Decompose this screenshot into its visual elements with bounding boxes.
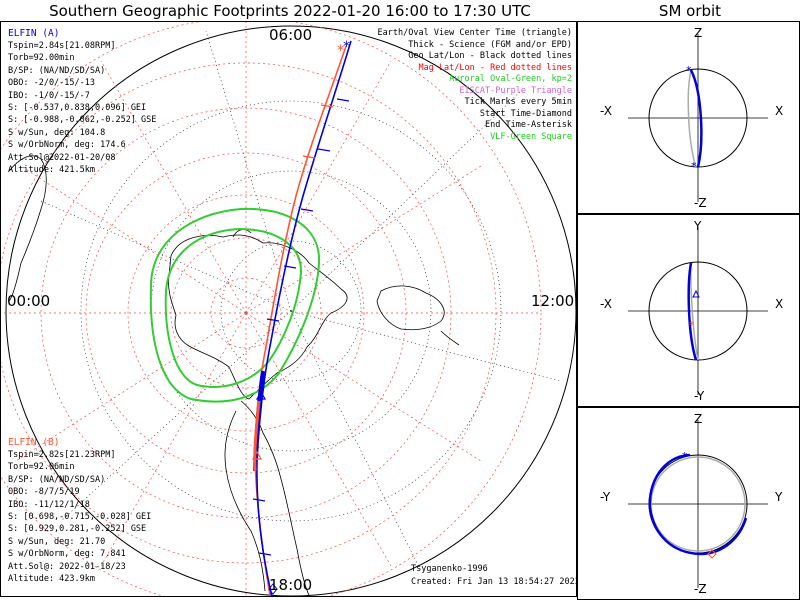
earth-disk [5, 25, 576, 596]
elfin-a-name: ELFIN (A) [8, 28, 60, 39]
legend-item: Mag Lat/Lon - Red dotted lines [418, 62, 572, 73]
created-timestamp: Created: Fri Jan 13 18:54:27 2023 [411, 577, 577, 587]
axis-left: -Y [600, 490, 611, 504]
legend-item: Earth/Oval View Center Time (triangle) [377, 28, 572, 38]
elfin-a-info-line: S w/OrbNorm, deg: 174.6 [8, 140, 126, 151]
orbit-panel-xy: Y -Y -X X * [577, 214, 800, 407]
elfin-b-info-line: S: [0.698,-0.715,-0.028] GEI [8, 512, 152, 522]
time-label-bottom: 18:00 [269, 576, 313, 594]
elfin-a-info-line: B/SP: (NA/ND/SD/SA) [8, 65, 106, 76]
geo-grid [40, 30, 562, 572]
axis-left: -X [600, 297, 612, 311]
svg-text:*: * [689, 319, 695, 332]
plot-title: Southern Geographic Footprints 2022-01-2… [49, 2, 531, 20]
elfin-a-info-line: IBO: -1/0/-15/-7 [8, 90, 90, 101]
orbit-panel-yz: Z -Z -Y Y * [577, 407, 800, 600]
legend-item: VLF-Green Square [490, 131, 572, 142]
axis-left: -X [600, 104, 612, 118]
elfin-b-track [254, 45, 347, 596]
legend-item: Tick Marks every 5min [464, 97, 572, 107]
time-label-left: 00:00 [7, 292, 51, 310]
elfin-a-end-marker: * [343, 39, 350, 55]
elfin-b-info-line: Altitude: 423.9km [8, 574, 95, 584]
elfin-b-ticks [302, 104, 334, 159]
elfin-a-track [256, 40, 352, 596]
model-name: Tsyganenko-1996 [411, 564, 488, 574]
orbit-plot-yz: * [628, 420, 768, 588]
elfin-b-info-line: B/SP: (NA/ND/SD/SA) [8, 474, 106, 485]
axis-down: -Z [694, 196, 707, 210]
legend-item: Thick - Science (FGM and/or EPD) [408, 39, 572, 50]
elfin-a-info-line: S w/Sun, deg: 104.8 [8, 127, 106, 138]
legend-item: EISCAT-Purple Triangle [459, 85, 572, 96]
map-svg: * * [1, 22, 576, 596]
orbit-plot-xy: * [628, 227, 768, 395]
elfin-a-info-line: OBO: -2/0/-15/-13 [8, 78, 95, 89]
elfin-a-info-line: S: [-0.988,-0.062,-0.252] GSE [8, 115, 157, 126]
orbit-title: SM orbit [658, 2, 722, 20]
svg-text:*: * [682, 450, 688, 463]
elfin-b-info-line: IBO: -11/12/1/18 [8, 499, 90, 510]
elfin-a-view-triangle [255, 390, 267, 400]
elfin-a-info-line: Att.Sol@2022-01-20/08 [8, 152, 116, 163]
svg-text:*: * [686, 64, 692, 77]
elfin-b-info-line: S: [0.929,0.281,-0.252] GSE [8, 524, 147, 535]
legend: Earth/Oval View Center Time (triangle) Th… [378, 28, 572, 143]
axis-up: Y [694, 219, 702, 233]
time-label-right: 12:00 [531, 292, 575, 310]
auroral-oval [149, 207, 321, 403]
elfin-a-info-line: Tspin=2.84s[21.08RPM] [8, 41, 116, 51]
orbit-panel-xz: Z -Z -X X * * [577, 21, 800, 214]
elfin-b-view-triangle [251, 450, 263, 460]
axis-right: Y [775, 490, 783, 504]
elfin-b-info-line: Tspin=2.82s[21.23RPM] [8, 450, 116, 460]
time-label-top: 06:00 [269, 26, 313, 44]
elfin-a-info-line: Altitude: 421.5km [8, 165, 95, 175]
elfin-b-name: ELFIN (B) [8, 437, 60, 448]
legend-item: Auroral Oval-Green, kp=2 [449, 74, 572, 84]
axis-up: Z [694, 412, 703, 426]
elfin-a-start-marker [268, 583, 278, 595]
elfin-b-science [253, 400, 261, 472]
elfin-a-ticks [252, 98, 350, 556]
elfin-b-info-line: S w/OrbNorm, deg: 7.841 [8, 549, 126, 560]
legend-item: Start Time-Diamond [479, 108, 572, 119]
elfin-b-info-line: S w/Sun, deg: 21.70 [8, 536, 106, 547]
axis-down: -Z [694, 582, 707, 596]
elfin-b-end-marker: * [337, 43, 344, 59]
axis-down: -Y [694, 389, 705, 403]
axis-right: X [775, 297, 784, 311]
footprint-map: * * 06:00 00:00 12:00 18:00 ELFIN (A) Ts… [0, 21, 577, 597]
svg-text:*: * [691, 160, 697, 173]
mag-grid [1, 22, 542, 596]
elfin-b-info-line: OBO: -8/7/5/19 [8, 487, 80, 498]
orbit-plot-xz: * * [628, 34, 768, 202]
axis-right: X [775, 104, 784, 118]
legend-item: End Time-Asterisk [485, 120, 572, 130]
elfin-a-info-line: S: [-0.537,0.838,0.096] GEI [8, 103, 147, 113]
elfin-b-info-line: Att.Sol@: 2022-01-18/23 [8, 561, 126, 572]
elfin-b-info-line: Torb=92.06min [8, 462, 75, 473]
legend-item: Geo Lat/Lon - Black dotted lines [408, 51, 572, 61]
elfin-a-info-line: Torb=92.00min [8, 53, 75, 64]
axis-up: Z [694, 26, 703, 40]
